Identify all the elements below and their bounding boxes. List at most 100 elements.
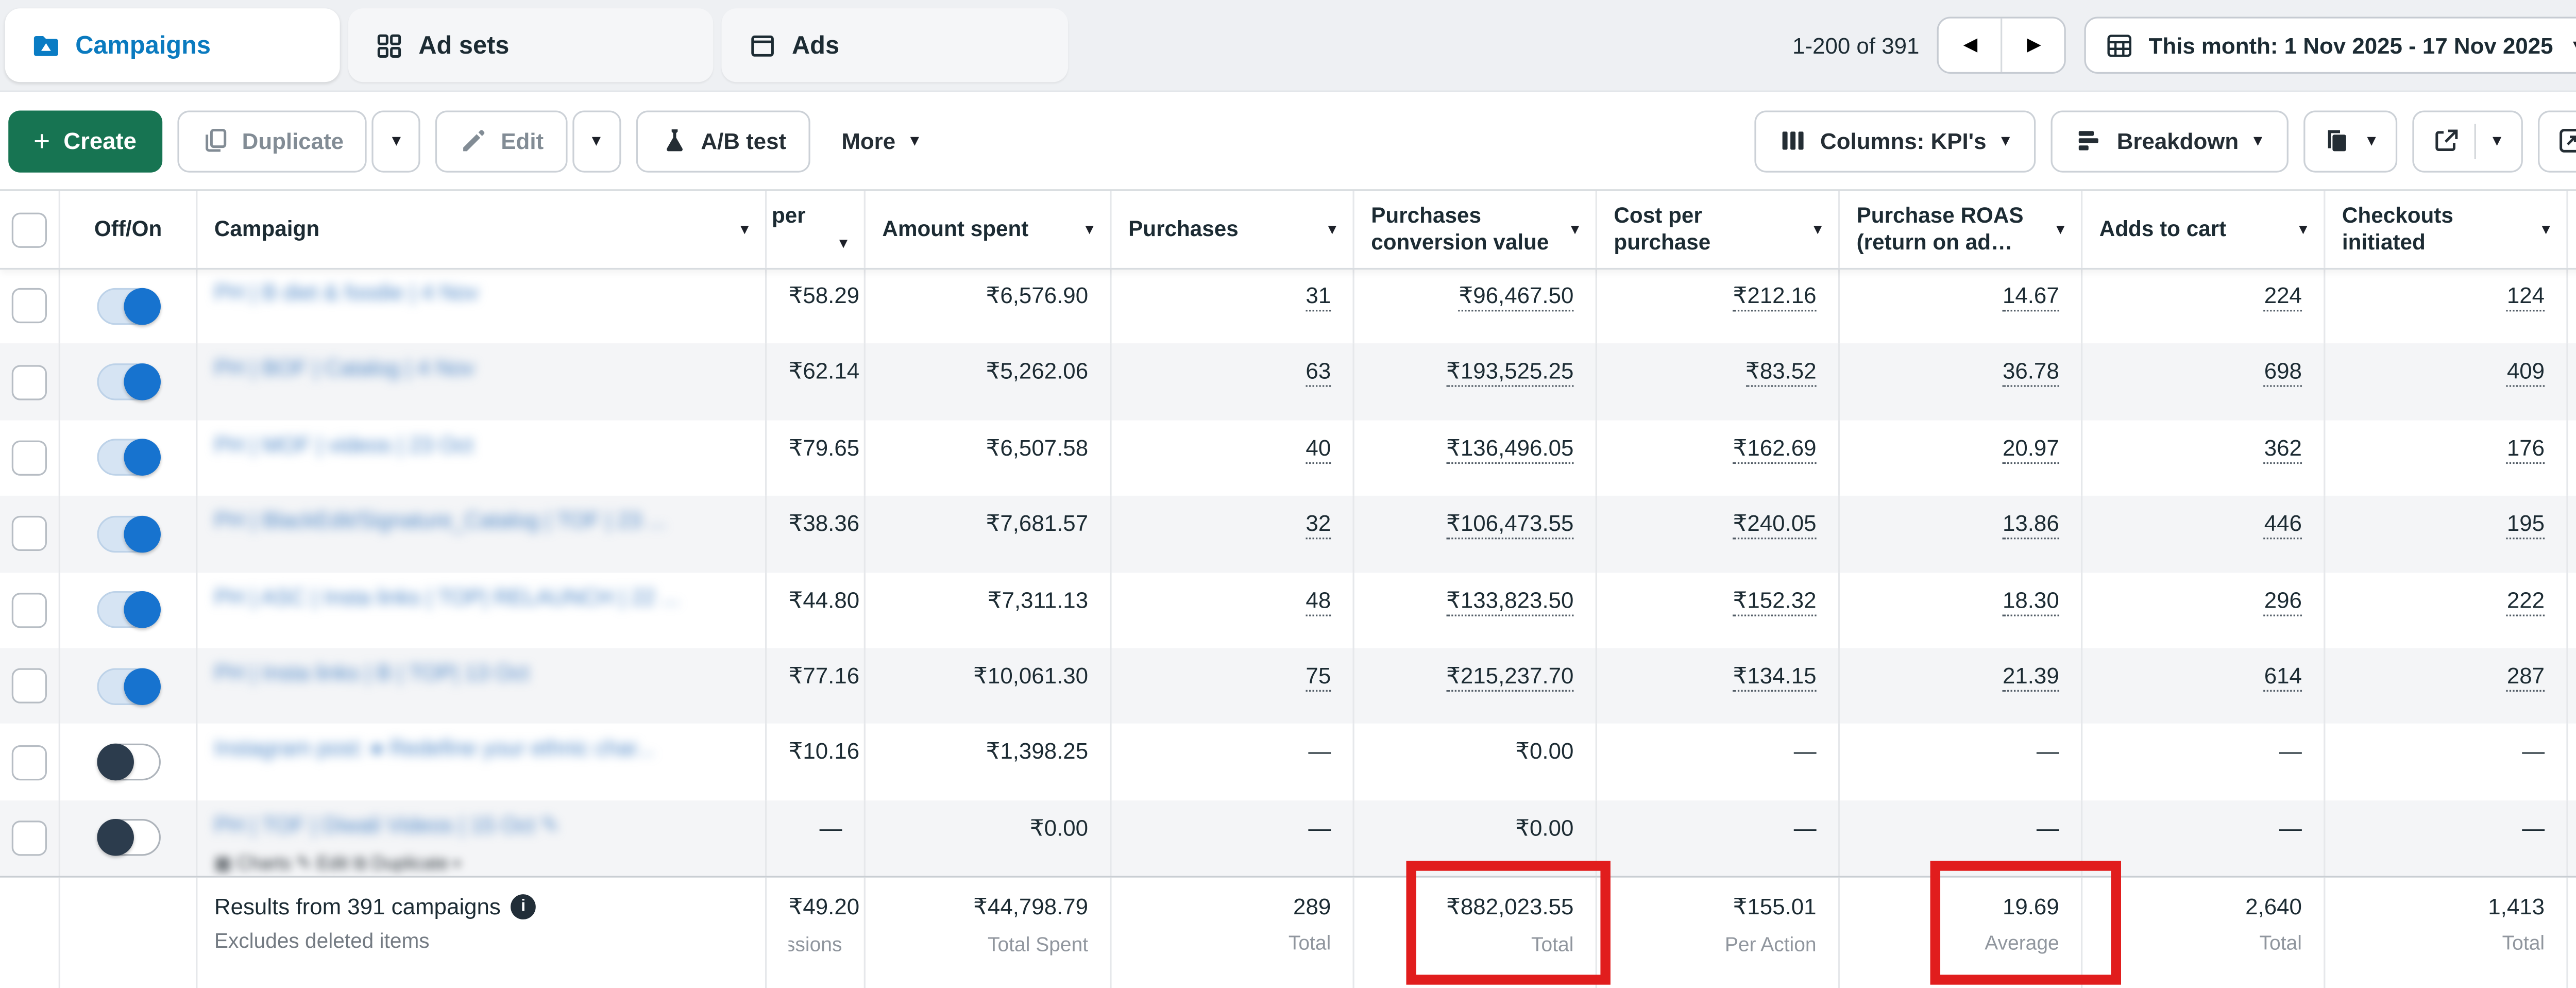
campaign-name-link[interactable]: PH | BOF | Catalog | 4 Nov — [214, 356, 474, 381]
roas-value[interactable]: 14.67 — [2002, 283, 2059, 312]
toggle-knob — [123, 515, 160, 552]
conversion-value[interactable]: ₹106,473.55 — [1446, 511, 1574, 540]
checkouts-value[interactable]: 287 — [2506, 663, 2545, 692]
campaign-name-link[interactable]: PH | TOF | Diwali Videos | 15 Oct ✎ — [214, 812, 560, 837]
row-checkbox[interactable] — [11, 668, 47, 704]
campaign-toggle[interactable] — [96, 439, 160, 477]
export-split-button[interactable]: ▼ — [2412, 109, 2523, 172]
conversion-value[interactable]: ₹96,467.50 — [1459, 283, 1574, 312]
column-header-cpm-clipped[interactable]: per ▼ — [767, 191, 866, 268]
column-header-campaign[interactable]: Campaign ▼ — [197, 191, 767, 268]
duplicate-button[interactable]: Duplicate — [176, 109, 367, 172]
campaign-toggle[interactable] — [96, 591, 160, 629]
campaign-name-link[interactable]: PH | MOF | videos | 23 Oct — [214, 431, 473, 457]
reports-button[interactable]: ▼ — [2303, 109, 2398, 172]
checkouts-value[interactable]: 409 — [2506, 359, 2545, 388]
date-range-picker[interactable]: This month: 1 Nov 2025 - 17 Nov 2025 ▼ — [2085, 16, 2576, 74]
roas-value[interactable]: 21.39 — [2002, 663, 2059, 692]
purchases-value[interactable]: 63 — [1306, 359, 1331, 388]
empty-cell — [2568, 344, 2576, 420]
roas-value[interactable]: 13.86 — [2002, 511, 2059, 540]
row-checkbox[interactable] — [11, 440, 47, 476]
purchases-value[interactable]: 75 — [1306, 663, 1331, 692]
campaign-name-link[interactable]: PH | ASC | Insta links | TOP| RELAUNCH |… — [214, 583, 680, 609]
edit-dropdown-button[interactable]: ▼ — [572, 109, 621, 172]
roas-value[interactable]: 36.78 — [2002, 359, 2059, 388]
tab-campaigns[interactable]: Campaigns — [5, 8, 340, 82]
checkouts-value[interactable]: 176 — [2506, 435, 2545, 464]
ab-test-button[interactable]: A/B test — [635, 109, 810, 172]
summary-conversion-value: ₹882,023.55 Total — [1354, 878, 1597, 988]
column-header-amount-spent[interactable]: Amount spent ▼ — [866, 191, 1112, 268]
adds-to-cart-value[interactable]: 446 — [2264, 511, 2302, 540]
campaign-name-link[interactable]: Instagram post: ● Redefine your ethnic c… — [214, 735, 655, 761]
tab-ads[interactable]: Ads — [721, 8, 1069, 82]
conversion-value[interactable]: ₹215,237.70 — [1446, 663, 1574, 692]
create-button[interactable]: + Create — [8, 109, 162, 172]
column-header-purchases[interactable]: Purchases ▼ — [1112, 191, 1354, 268]
column-header-checkouts-initiated[interactable]: Checkouts initiated ▼ — [2325, 191, 2568, 268]
column-header-cost-per-purchase[interactable]: Cost per purchase ▼ — [1597, 191, 1840, 268]
conversion-value[interactable]: ₹136,496.05 — [1446, 435, 1574, 464]
adds-to-cart-value[interactable]: 362 — [2264, 435, 2302, 464]
prev-page-button[interactable]: ◀ — [1939, 19, 2001, 72]
row-checkbox[interactable] — [11, 364, 47, 400]
toggle-knob — [96, 819, 133, 857]
more-button[interactable]: More ▼ — [825, 110, 939, 172]
cost-per-purchase-value[interactable]: ₹152.32 — [1733, 587, 1817, 616]
row-checkbox[interactable] — [11, 820, 47, 856]
campaign-toggle[interactable] — [96, 819, 160, 857]
adds-to-cart-value[interactable]: 296 — [2264, 587, 2302, 616]
adds-to-cart-value[interactable]: 614 — [2264, 663, 2302, 692]
columns-button[interactable]: Columns: KPI's ▼ — [1755, 109, 2037, 172]
campaign-toggle[interactable] — [96, 743, 160, 781]
campaign-toggle[interactable] — [96, 515, 160, 552]
row-checkbox[interactable] — [11, 288, 47, 324]
conversion-value[interactable]: ₹133,823.50 — [1446, 587, 1574, 616]
campaign-name-link[interactable]: PH | BlackEdit/Signature_Catalog | TOF |… — [214, 508, 666, 533]
checkouts-value[interactable]: 195 — [2506, 511, 2545, 540]
cost-per-purchase-value[interactable]: ₹134.15 — [1733, 663, 1817, 692]
row-checkbox[interactable] — [11, 592, 47, 628]
column-header-adds-to-cart[interactable]: Adds to cart ▼ — [2082, 191, 2326, 268]
campaign-name-link[interactable]: PH | B diet & foodie | 4 Nov — [214, 279, 479, 305]
breakdown-button[interactable]: Breakdown ▼ — [2051, 109, 2289, 172]
roas-value[interactable]: 20.97 — [2002, 435, 2059, 464]
cpm-value: ₹10.16 — [788, 739, 860, 764]
adds-to-cart-value[interactable]: 698 — [2264, 359, 2302, 388]
select-all-checkbox[interactable] — [11, 212, 47, 247]
breakdown-icon — [2075, 126, 2105, 156]
purchases-value[interactable]: 48 — [1306, 587, 1331, 616]
info-icon[interactable]: i — [511, 894, 536, 920]
tab-ad-sets[interactable]: Ad sets — [348, 8, 714, 82]
cost-per-purchase-value[interactable]: ₹240.05 — [1733, 511, 1817, 540]
checkouts-value[interactable]: 222 — [2506, 587, 2545, 616]
row-checkbox[interactable] — [11, 744, 47, 780]
roas-value[interactable]: 18.30 — [2002, 587, 2059, 616]
purchases-value[interactable]: 31 — [1306, 283, 1331, 312]
campaign-toggle[interactable] — [96, 667, 160, 705]
row-checkbox[interactable] — [11, 516, 47, 552]
campaign-name-link[interactable]: PH | Insta links | B | TOP| 13 Oct — [214, 660, 529, 685]
duplicate-dropdown-button[interactable]: ▼ — [372, 109, 421, 172]
conversion-value[interactable]: ₹193,525.25 — [1446, 359, 1574, 388]
column-header-purchase-roas[interactable]: Purchase ROAS (return on ad… ▼ — [1840, 191, 2083, 268]
cost-per-purchase-value[interactable]: ₹83.52 — [1745, 359, 1817, 388]
row-hover-actions[interactable]: ▦ Charts ✎ Edit ⧉ Duplicate ▪ — [214, 853, 461, 874]
sort-caret-icon: ▼ — [2296, 220, 2311, 238]
adds-to-cart-value[interactable]: 224 — [2264, 283, 2302, 312]
cost-per-purchase-value[interactable]: ₹162.69 — [1733, 435, 1817, 464]
column-header-purchases-conversion-value[interactable]: Purchases conversion value ▼ — [1354, 191, 1597, 268]
expand-table-button[interactable] — [2538, 109, 2576, 172]
top-right-controls: 1-200 of 391 ◀ ▶ This month: 1 Nov 2025 … — [1792, 16, 2576, 74]
toggle-knob — [123, 287, 160, 325]
purchases-value[interactable]: 32 — [1306, 511, 1331, 540]
cost-per-purchase-value[interactable]: ₹212.16 — [1733, 283, 1817, 312]
checkouts-value[interactable]: 124 — [2506, 283, 2545, 312]
campaign-toggle[interactable] — [96, 287, 160, 325]
campaign-toggle[interactable] — [96, 363, 160, 400]
next-page-button[interactable]: ▶ — [2003, 19, 2065, 72]
purchases-value[interactable]: 40 — [1306, 435, 1331, 464]
edit-button[interactable]: Edit — [435, 109, 567, 172]
